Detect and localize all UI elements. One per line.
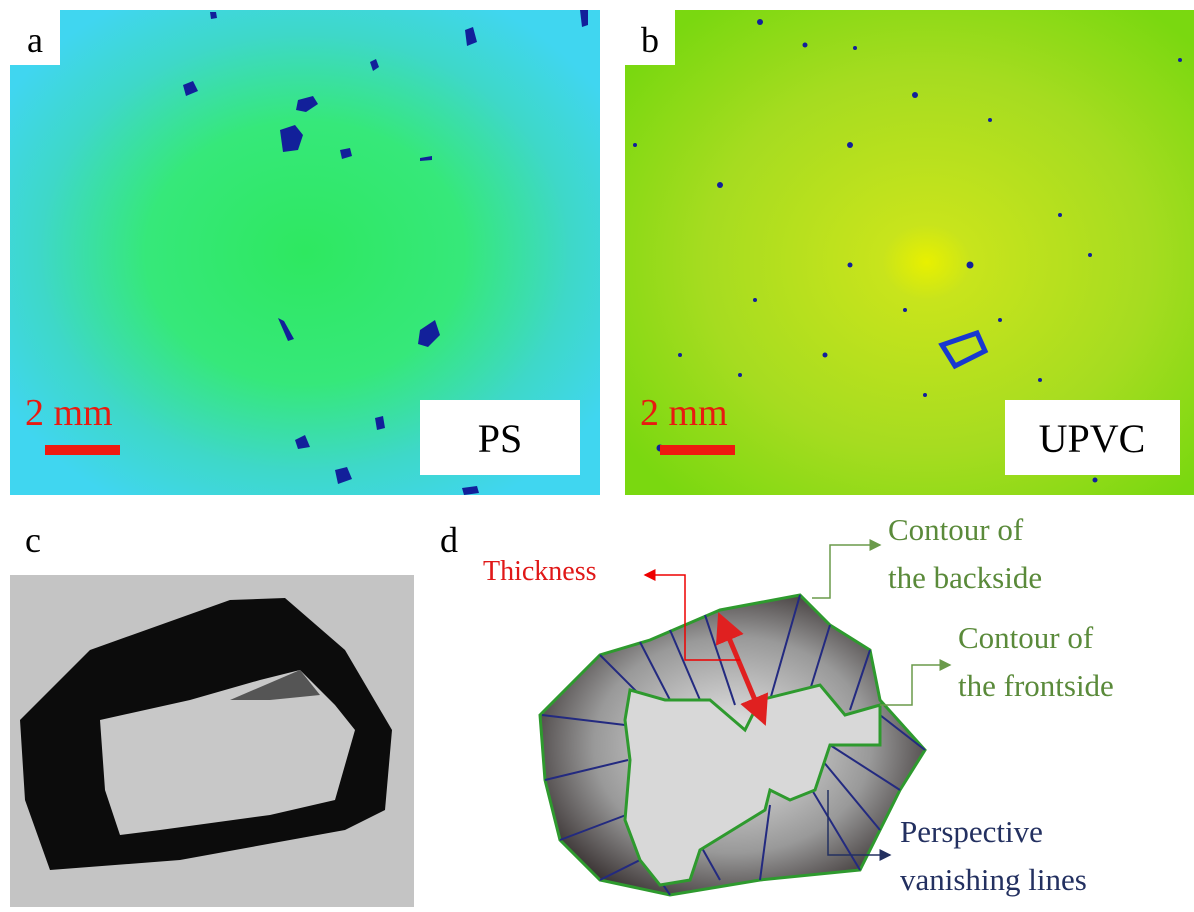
- annotation-frontside: Contour of: [958, 620, 1094, 655]
- page: {"panels": [ {"label": "a", "scale_bar":…: [0, 0, 1194, 907]
- annotation-frontside: the frontside: [958, 668, 1114, 703]
- annotation-thickness: Thickness: [483, 556, 597, 587]
- material-label: UPVC: [1039, 416, 1146, 461]
- figure: a 2 mm PS b 2 mm UPVC c d: [0, 0, 1194, 907]
- panel-label: a: [27, 20, 43, 60]
- material-label: PS: [478, 416, 523, 461]
- panel-d: d Thickness Contour of the backside Cont…: [440, 512, 1114, 897]
- panel-label: b: [641, 20, 659, 60]
- panel-label: d: [440, 520, 458, 560]
- annotation-vanishing: Perspective: [900, 814, 1043, 849]
- annotation-vanishing: vanishing lines: [900, 862, 1087, 897]
- annotation-backside: Contour of: [888, 512, 1024, 547]
- panel-b: b 2 mm UPVC: [625, 10, 1194, 495]
- panel-c: c: [10, 520, 414, 907]
- panel-a: a 2 mm PS: [10, 10, 600, 495]
- backside-leader: [812, 545, 880, 598]
- scale-bar: [45, 445, 120, 455]
- panel-label: c: [25, 520, 41, 560]
- annotation-backside: the backside: [888, 560, 1042, 595]
- scale-label: 2 mm: [640, 392, 728, 434]
- scale-label: 2 mm: [25, 392, 113, 434]
- frontside-leader: [880, 665, 950, 705]
- scale-bar: [660, 445, 735, 455]
